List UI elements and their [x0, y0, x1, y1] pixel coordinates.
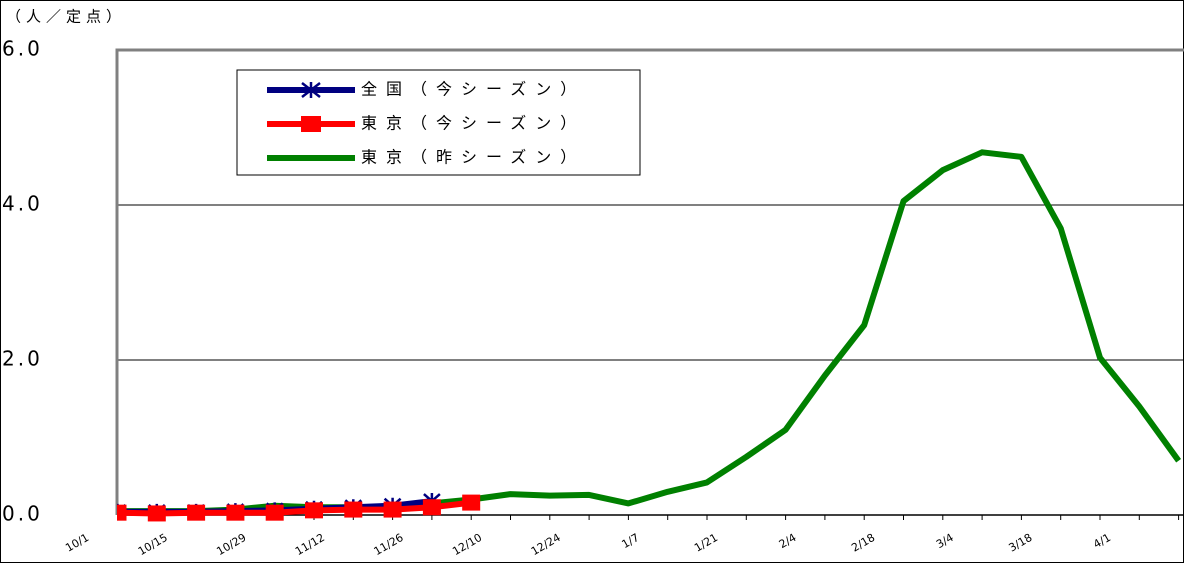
legend: 全国（今シーズン） 東京（今シーズン） 東京（昨シーズン）: [236, 69, 641, 176]
legend-marker: [301, 82, 321, 98]
y-tick-label: 6.0: [2, 37, 43, 61]
line-series: [117, 499, 472, 517]
marker: [462, 494, 481, 511]
marker: [383, 501, 402, 518]
legend-label: 東京（今シーズン）: [361, 114, 585, 133]
legend-label: 全国（今シーズン）: [361, 80, 585, 99]
line-series: [117, 149, 1182, 515]
y-tick-label: 4.0: [2, 192, 43, 216]
y-tick-label: 2.0: [2, 347, 43, 371]
marker: [226, 504, 245, 521]
marker: [344, 501, 363, 518]
legend-marker: [301, 116, 321, 132]
plot: [117, 149, 1182, 522]
marker: [305, 502, 323, 519]
legend-label: 東京（昨シーズン）: [361, 148, 585, 167]
y-tick-label: 0.0: [2, 502, 43, 526]
marker: [147, 505, 166, 522]
marker: [422, 499, 441, 516]
marker: [265, 504, 284, 521]
marker: [187, 504, 206, 521]
marker: [117, 504, 127, 521]
y-axis-label: （人／定点）: [6, 8, 126, 26]
